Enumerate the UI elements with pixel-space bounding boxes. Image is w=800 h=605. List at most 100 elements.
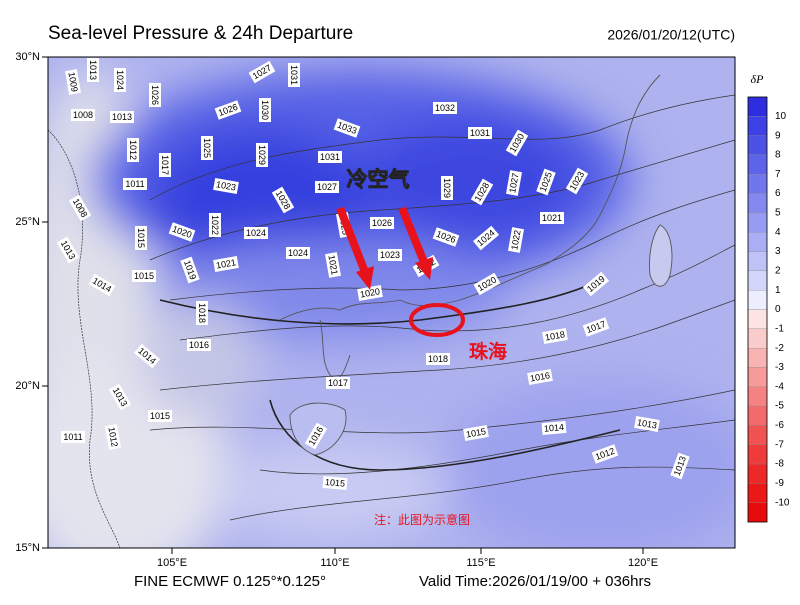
lat-label: 15°N — [15, 542, 40, 554]
contour-label-bg — [541, 420, 567, 436]
colorbar-label: -3 — [775, 362, 784, 373]
contour-label: 1017 — [159, 153, 171, 177]
lon-label: 105°E — [157, 557, 187, 569]
contour-label-bg — [135, 226, 147, 250]
colorbar-box — [747, 135, 768, 156]
contour-label: 1021 — [325, 252, 341, 278]
contour-label-bg — [333, 118, 361, 138]
contour-label-text: 1021 — [215, 257, 236, 270]
contour-label-text: 1015 — [465, 426, 486, 439]
colorbar-box — [747, 96, 768, 117]
timestamp: 2026/01/20/12(UTC) — [607, 27, 735, 43]
contour-label-text: 1015 — [134, 271, 154, 281]
title: Sea-level Pressure & 24h Departure — [48, 23, 353, 44]
contour-label-bg — [473, 272, 501, 296]
colorbar-box — [747, 270, 768, 291]
contour-label-text: 1018 — [428, 354, 448, 364]
contour-label-bg — [71, 109, 95, 121]
colorbar-box — [747, 193, 768, 214]
contour-label: 1017 — [326, 377, 350, 389]
contour-label-bg — [591, 444, 619, 464]
contour-label-text: 1012 — [128, 140, 138, 160]
contour-label-bg — [326, 377, 350, 389]
contour-label-bg — [540, 212, 564, 224]
contour-label: 1015 — [322, 475, 348, 491]
lat-label: 25°N — [15, 216, 40, 228]
contour-label: 1011 — [123, 178, 147, 190]
contour-label-bg — [68, 194, 92, 222]
contour-label: 1020 — [357, 285, 383, 301]
colorbar-label: -4 — [775, 381, 784, 392]
contour-label-text: 1016 — [529, 370, 550, 383]
colorbar-label: 8 — [775, 150, 781, 161]
contour-label: 1015 — [463, 425, 489, 441]
contour-label-text: 1026 — [150, 85, 160, 105]
contour-label: 1013 — [110, 111, 134, 123]
colorbar-box — [747, 116, 768, 136]
contour-label-bg — [286, 247, 310, 259]
contour-label-bg — [322, 475, 348, 491]
contour-label: 1025 — [201, 136, 213, 160]
colorbar-label: -6 — [775, 420, 784, 431]
contour-label-text: 1016 — [189, 340, 209, 350]
colorbar-label: 5 — [775, 208, 781, 219]
contour-label-bg — [670, 452, 690, 480]
map-frame — [47, 56, 736, 549]
contour-label: 1016 — [527, 369, 553, 385]
contour-label-bg — [213, 178, 239, 194]
contour-label-text: 1020 — [359, 286, 380, 299]
lon-label: 115°E — [466, 557, 495, 569]
contour-label: 1018 — [426, 353, 450, 365]
colorbar-box — [747, 174, 768, 194]
colorbar-label: 2 — [775, 266, 781, 277]
contour-label-text: 1029 — [442, 178, 452, 198]
contour-label: 1013 — [670, 452, 690, 480]
contour-label: 1024 — [244, 227, 268, 239]
contour-label-text: 1030 — [260, 100, 270, 120]
contour-label-bg — [357, 285, 383, 301]
contour-label-text: 1015 — [150, 411, 170, 421]
colorbar-label: -5 — [775, 401, 784, 412]
lon-label: 110°E — [320, 557, 349, 569]
colorbar-box — [747, 502, 768, 523]
contour-label-bg — [325, 252, 341, 278]
contour-label: 1012 — [127, 138, 139, 162]
contour-label: 1016 — [187, 339, 211, 351]
contour-label-bg — [259, 98, 271, 122]
colorbar-box — [747, 367, 768, 387]
contour-label: 1015 — [132, 270, 156, 282]
contour-label-bg — [244, 227, 268, 239]
contour-label: 1022 — [209, 213, 221, 237]
colorbar-box — [747, 444, 768, 465]
contour-label-bg — [582, 271, 610, 297]
contour-label: 1008 — [71, 109, 95, 121]
contour-label-text: 1029 — [257, 145, 267, 165]
contour-label: 1012 — [105, 424, 121, 450]
contour-label: 1023 — [213, 178, 239, 194]
cold-air-label: 冷空气 — [347, 168, 410, 192]
colorbar-box — [747, 463, 768, 484]
contour-label-text: 1024 — [246, 228, 266, 238]
contour-label-bg — [508, 227, 524, 253]
colorbar-label: -8 — [775, 459, 784, 470]
contour-label-text: 1015 — [136, 228, 146, 248]
note: 注：此图为示意图 — [374, 512, 470, 527]
contour-label: 1024 — [286, 247, 310, 259]
contour-label-text: 1017 — [160, 155, 170, 175]
contour-label-text: 1021 — [326, 254, 339, 275]
contour-label-bg — [213, 256, 239, 272]
contour-label-text: 1023 — [380, 250, 400, 260]
contour-label-bg — [470, 178, 494, 206]
contour-label: 1021 — [540, 212, 564, 224]
contour-label: 1025 — [536, 168, 556, 196]
colorbar-label: 7 — [775, 169, 781, 180]
contour-label: 1031 — [468, 127, 492, 139]
contour-label-bg — [506, 170, 522, 196]
contour-label: 1026 — [214, 100, 242, 120]
zhuhai-label: 珠海 — [469, 340, 507, 363]
colorbar-box — [747, 251, 768, 272]
contour-label-bg — [318, 151, 342, 163]
contour-label-bg — [127, 138, 139, 162]
contour-label-text: 1012 — [106, 426, 119, 447]
contour-label: 1015 — [148, 410, 172, 422]
